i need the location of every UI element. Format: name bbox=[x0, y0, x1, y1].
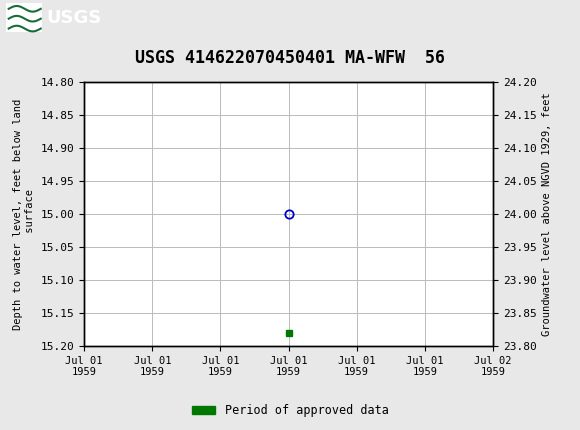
Legend: Period of approved data: Period of approved data bbox=[187, 399, 393, 422]
Y-axis label: Groundwater level above NGVD 1929, feet: Groundwater level above NGVD 1929, feet bbox=[542, 92, 552, 336]
Text: USGS 414622070450401 MA-WFW  56: USGS 414622070450401 MA-WFW 56 bbox=[135, 49, 445, 67]
Y-axis label: Depth to water level, feet below land
 surface: Depth to water level, feet below land su… bbox=[13, 98, 35, 329]
Text: USGS: USGS bbox=[46, 9, 102, 27]
Bar bbox=[6, 3, 42, 32]
